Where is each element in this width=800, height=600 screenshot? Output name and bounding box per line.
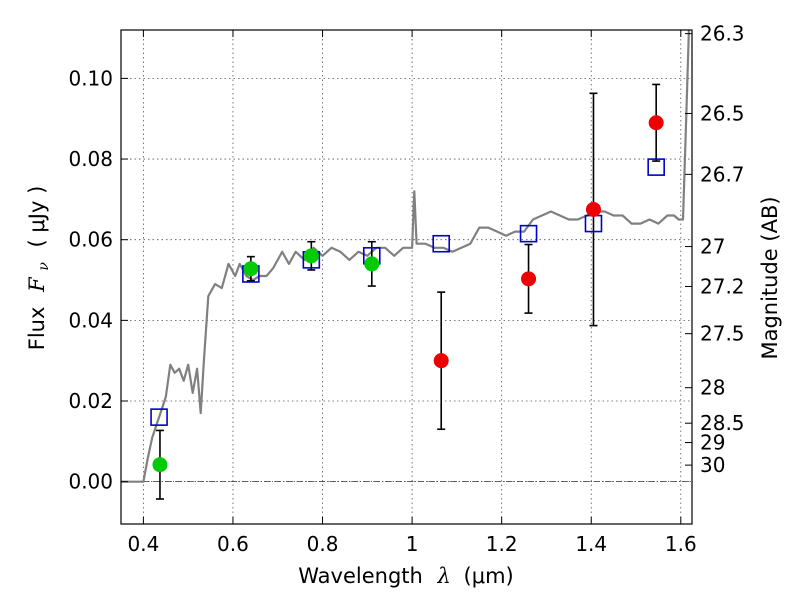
green-point-marker xyxy=(152,457,168,473)
axis-ticks: 0.4 0.6 0.8 1 1.2 1.4 1.6 0.00 0.02 0.04 0.06 0.08 0… xyxy=(68,22,744,556)
y-tick-label: 0.02 xyxy=(68,389,113,413)
y-tick-label: 0.00 xyxy=(68,470,113,494)
x-axis-label-unit: (μm) xyxy=(464,564,514,588)
mag-tick-label: 28 xyxy=(700,376,725,400)
x-axis-label-main: Wavelength xyxy=(298,564,423,588)
y-axis-label-main: Flux xyxy=(25,307,49,351)
y-axis-label: Flux F ν ( μJy ) xyxy=(25,186,53,351)
y-tick-label: 0.10 xyxy=(68,66,113,90)
model-point-marker xyxy=(519,224,538,243)
x-tick-label: 1.4 xyxy=(575,532,607,556)
plot-frame xyxy=(120,29,693,525)
mag-tick-label: 27 xyxy=(700,235,725,259)
red-point-marker xyxy=(648,115,664,131)
red-point-marker xyxy=(585,201,601,217)
x-tick-label: 1.2 xyxy=(486,532,518,556)
green-point-marker xyxy=(364,256,380,272)
mag-tick-label: 29 xyxy=(700,431,725,455)
green-point-marker xyxy=(303,248,319,264)
right-axis-label: Magnitude (AB) xyxy=(758,196,782,359)
x-tick-label: 1.6 xyxy=(665,532,697,556)
x-tick-label: 1 xyxy=(406,532,419,556)
mag-tick-label: 30 xyxy=(700,453,725,477)
mag-tick-label: 27.5 xyxy=(700,322,745,346)
x-tick-label: 0.8 xyxy=(307,532,339,556)
model-point-marker xyxy=(432,234,451,253)
y-tick-label: 0.08 xyxy=(68,147,113,171)
x-axis-label: Wavelength λ (μm) xyxy=(298,564,513,588)
mag-tick-label: 26.5 xyxy=(700,101,745,125)
model-point-marker xyxy=(647,158,665,176)
model-point-marker xyxy=(150,408,168,426)
red-point-marker xyxy=(521,271,537,287)
grid xyxy=(121,30,692,524)
mag-tick-label: 26.3 xyxy=(700,22,745,46)
x-tick-label: 0.6 xyxy=(217,532,249,556)
x-tick-label: 0.4 xyxy=(127,532,159,556)
mag-tick-label: 27.2 xyxy=(700,274,745,298)
plot-background xyxy=(121,30,692,524)
y-axis-label-subscript: ν xyxy=(36,262,52,271)
green-point-marker xyxy=(243,261,259,277)
y-axis-label-symbol: F xyxy=(25,276,49,293)
mag-tick-label: 28.5 xyxy=(700,411,745,435)
data-points xyxy=(150,115,665,473)
mag-tick-label: 26.7 xyxy=(700,162,745,186)
x-axis-label-symbol: λ xyxy=(437,564,451,588)
y-tick-label: 0.04 xyxy=(68,308,113,332)
y-tick-label: 0.06 xyxy=(68,228,113,252)
y-axis-label-unit: ( μJy ) xyxy=(25,186,49,248)
red-point-marker xyxy=(433,353,449,369)
